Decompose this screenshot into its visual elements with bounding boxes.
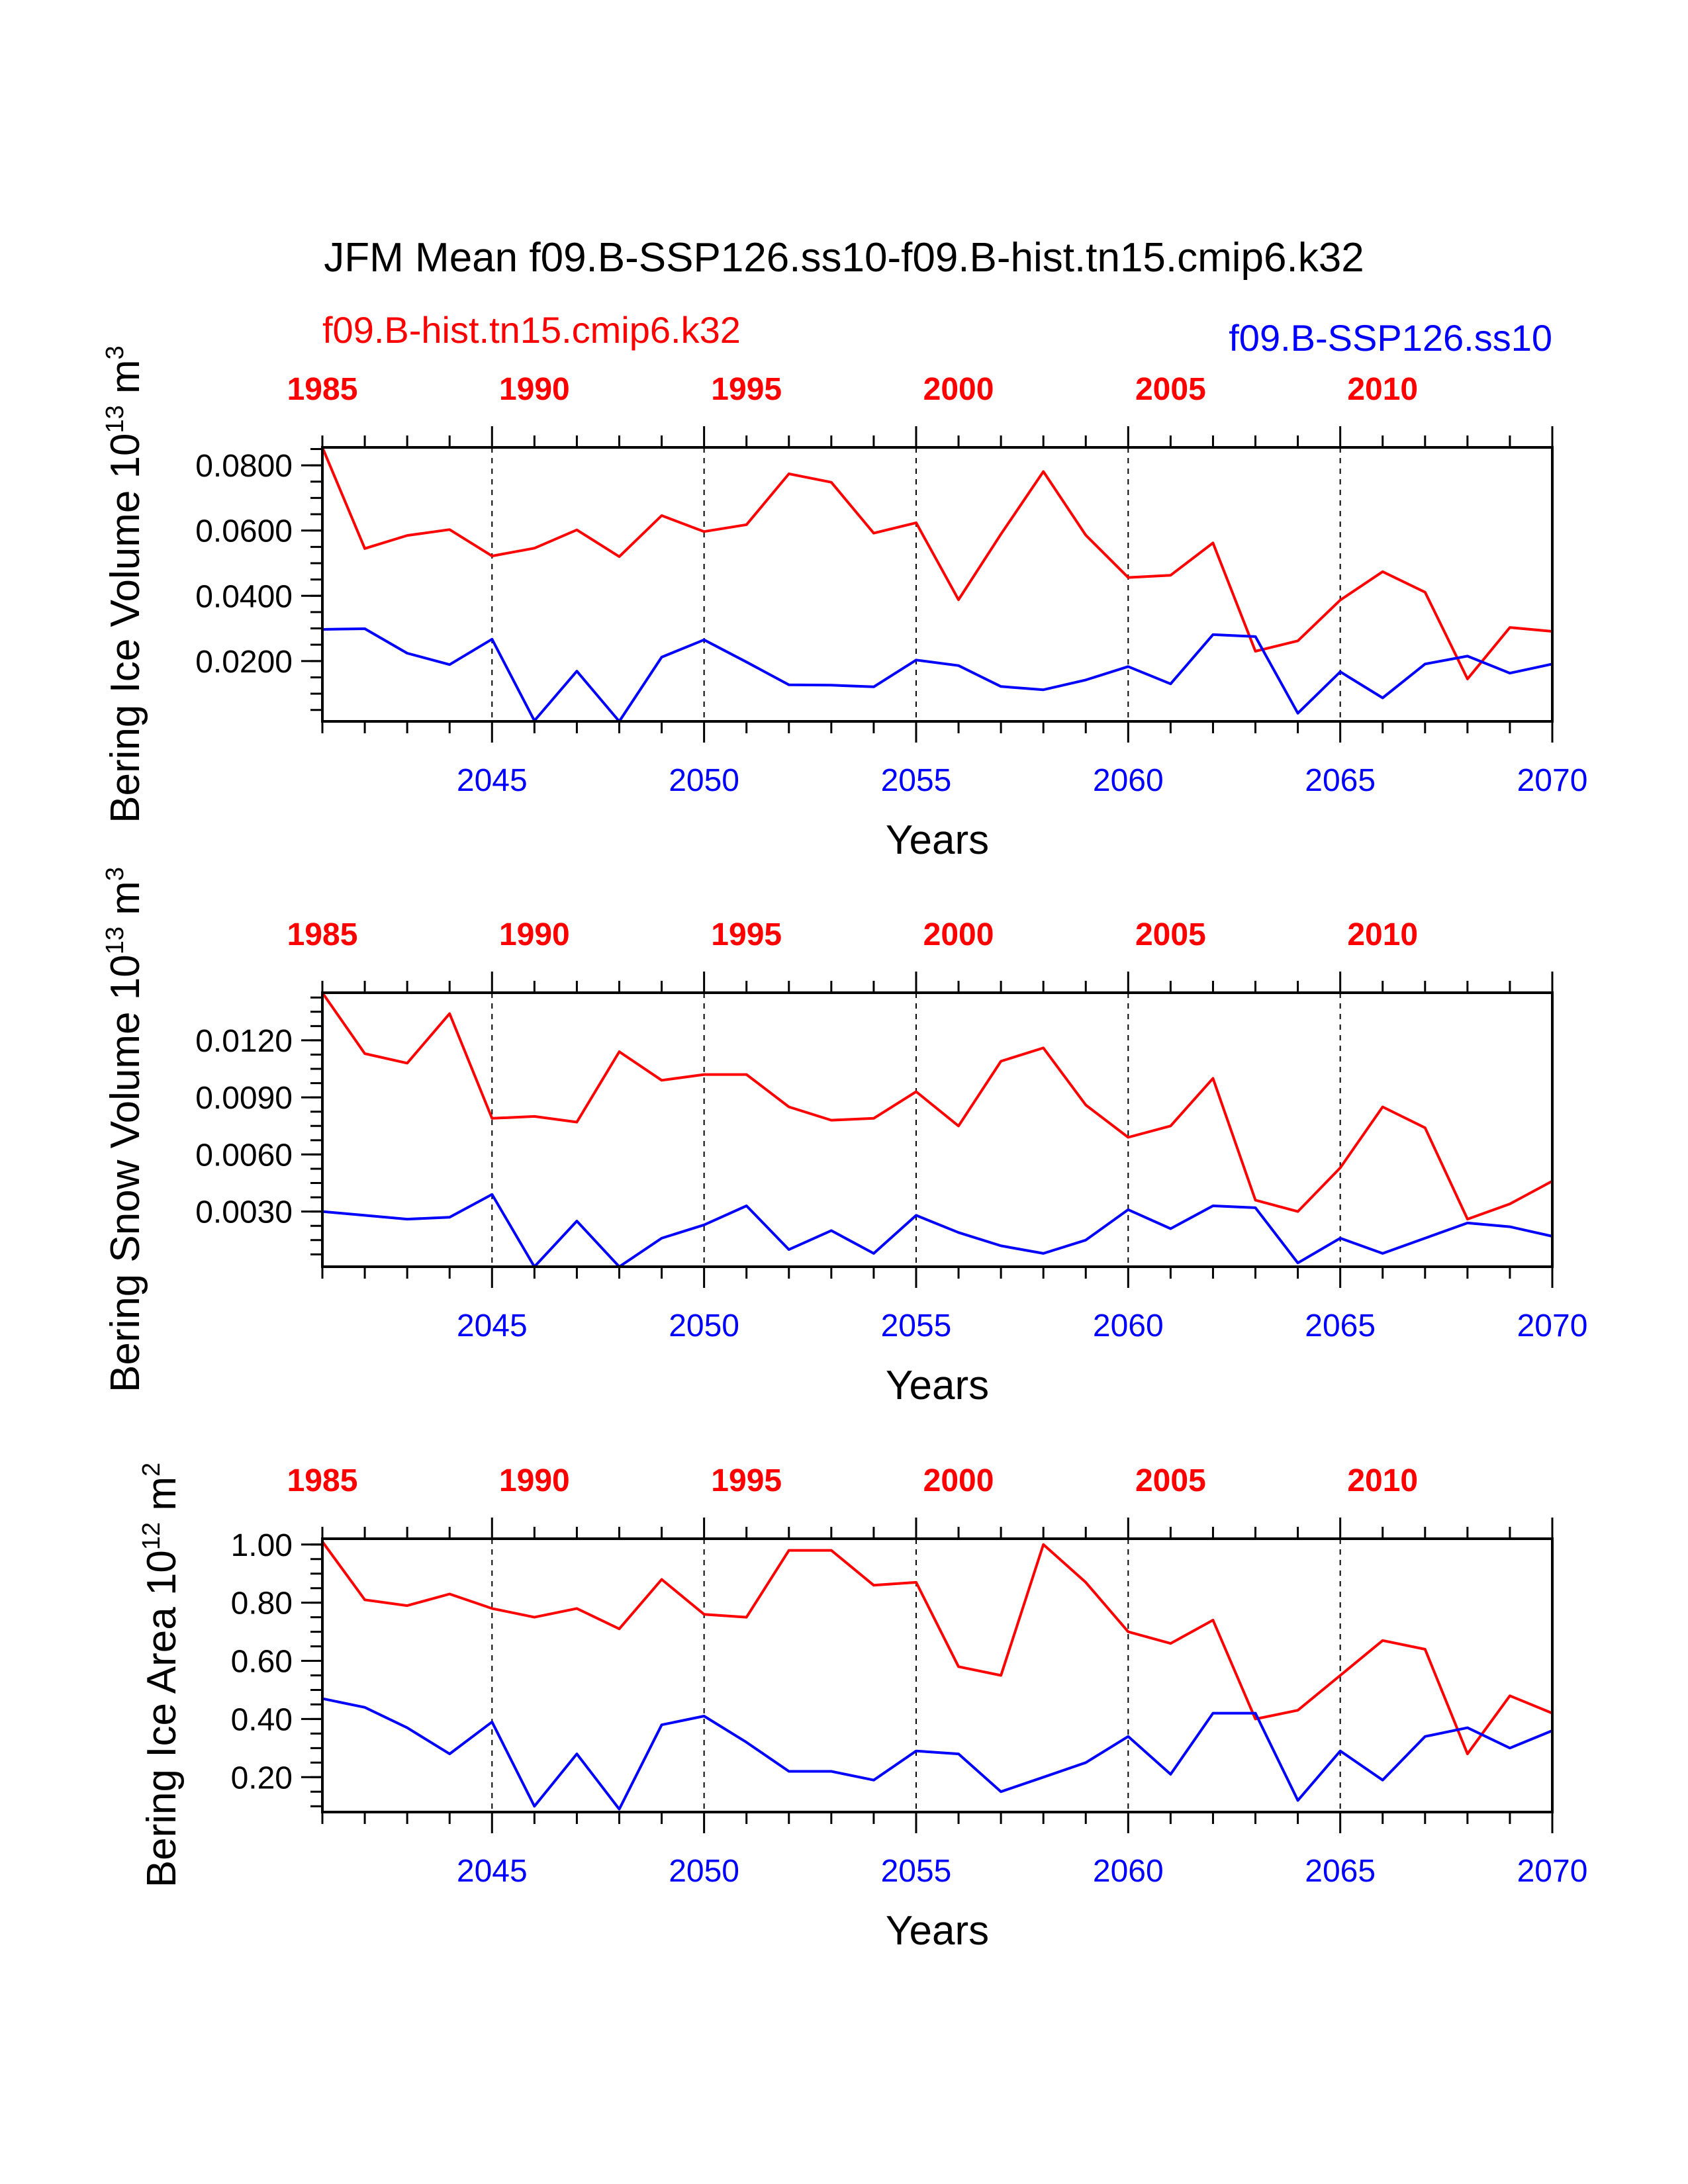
top-tick-label: 2000 [923, 372, 994, 407]
series-line-hist [321, 1541, 1553, 1756]
y-tick-label: 0.40 [231, 1702, 293, 1737]
y-axis-title-unit-exponent: 3 [101, 345, 129, 359]
y-tick-label: 0.0060 [195, 1138, 293, 1173]
y-axis-title-text: Bering Ice Volume 10 [103, 433, 148, 823]
y-axis-title-exponent: 12 [138, 1522, 165, 1550]
y-tick-label: 0.80 [231, 1586, 293, 1621]
y-axis-title-text: Bering Snow Volume 10 [103, 954, 148, 1392]
top-tick-label: 2000 [923, 917, 994, 952]
top-tick-label: 2005 [1135, 1463, 1206, 1498]
y-tick-label: 0.0400 [195, 579, 293, 614]
bottom-tick-label: 2070 [1517, 763, 1588, 798]
top-tick-label: 1995 [711, 372, 782, 407]
x-axis-title: Years [886, 1363, 989, 1408]
y-tick-label: 0.0600 [195, 514, 293, 549]
top-tick-label: 1985 [287, 1463, 358, 1498]
y-tick-label: 0.0800 [195, 449, 293, 484]
bottom-tick-label: 2050 [669, 1308, 739, 1343]
chart-panel-1: 2045 2050 2055 2060 2065 2070 1985 1990 1995 2000… [101, 345, 1587, 863]
top-tick-label: 1990 [499, 372, 570, 407]
top-tick-label: 1995 [711, 1463, 782, 1498]
x-axis-title: Years [886, 1908, 989, 1954]
bottom-tick-label: 2045 [457, 1308, 528, 1343]
y-axis-title-unit: m [103, 881, 148, 927]
bottom-tick-label: 2045 [457, 1854, 528, 1889]
legend-ssp-label: f09.B-SSP126.ss10 [1229, 317, 1552, 359]
top-tick-label: 1990 [499, 917, 570, 952]
y-tick-label: 0.0120 [195, 1024, 293, 1059]
plot-frame [321, 446, 1554, 723]
bottom-tick-label: 2050 [669, 763, 739, 798]
chart-panel-2: 2045 2050 2055 2060 2065 2070 1985 1990 1995 2000… [101, 867, 1587, 1408]
bottom-tick-label: 2060 [1093, 763, 1164, 798]
top-tick-label: 2010 [1347, 1463, 1418, 1498]
top-tick-label: 1985 [287, 372, 358, 407]
top-tick-label: 1985 [287, 917, 358, 952]
bottom-tick-label: 2065 [1305, 763, 1376, 798]
y-axis-title-unit: m [139, 1477, 185, 1522]
legend-hist-label: f09.B-hist.tn15.cmip6.k32 [322, 309, 741, 351]
y-axis-title: Bering Ice Area 1012 m2 [138, 1463, 185, 1888]
series-line-ssp [322, 1193, 1553, 1268]
bottom-tick-label: 2055 [881, 1308, 952, 1343]
bottom-tick-label: 2060 [1093, 1308, 1164, 1343]
bottom-tick-label: 2050 [669, 1854, 739, 1889]
chart-panel-3: 2045 2050 2055 2060 2065 2070 1985 1990 1995 2000… [138, 1463, 1587, 1954]
bottom-tick-label: 2055 [881, 1854, 952, 1889]
y-tick-label: 0.20 [231, 1760, 293, 1796]
series-line-ssp [322, 1697, 1553, 1811]
bottom-tick-label: 2070 [1517, 1854, 1588, 1889]
figure-title: JFM Mean f09.B-SSP126.ss10-f09.B-hist.tn… [324, 235, 1364, 281]
top-tick-label: 2005 [1135, 372, 1206, 407]
top-tick-label: 2010 [1347, 372, 1418, 407]
panels: 2045 2050 2055 2060 2065 2070 1985 1990 1995 2000… [101, 345, 1587, 1954]
y-axis-title-unit: m [103, 359, 148, 405]
y-axis-title: Bering Ice Volume 1013 m3 [101, 345, 148, 823]
y-axis-title-unit-exponent: 2 [138, 1463, 165, 1477]
bottom-tick-label: 2065 [1305, 1854, 1376, 1889]
y-axis-title-exponent: 13 [101, 405, 129, 433]
bottom-tick-label: 2045 [457, 763, 528, 798]
plot-frame [321, 991, 1554, 1268]
bottom-tick-label: 2055 [881, 763, 952, 798]
bottom-tick-label: 2065 [1305, 1308, 1376, 1343]
y-tick-label: 0.0030 [195, 1195, 293, 1230]
series-line-hist [321, 991, 1553, 1221]
y-tick-label: 0.0090 [195, 1081, 293, 1116]
top-tick-label: 2005 [1135, 917, 1206, 952]
bottom-tick-label: 2060 [1093, 1854, 1164, 1889]
series-line-hist [321, 447, 1553, 680]
y-tick-label: 0.0200 [195, 645, 293, 680]
series-line-ssp [322, 627, 1553, 723]
top-tick-label: 1995 [711, 917, 782, 952]
y-axis-title-text: Bering Ice Area 10 [139, 1550, 185, 1888]
y-axis-title-exponent: 13 [101, 927, 129, 954]
top-tick-label: 2010 [1347, 917, 1418, 952]
x-axis-title: Years [886, 817, 989, 863]
bottom-tick-label: 2070 [1517, 1308, 1588, 1343]
y-axis-title-unit-exponent: 3 [101, 867, 129, 881]
y-tick-label: 1.00 [231, 1528, 293, 1563]
top-tick-label: 2000 [923, 1463, 994, 1498]
top-tick-label: 1990 [499, 1463, 570, 1498]
y-tick-label: 0.60 [231, 1645, 293, 1680]
y-axis-title: Bering Snow Volume 1013 m3 [101, 867, 148, 1392]
